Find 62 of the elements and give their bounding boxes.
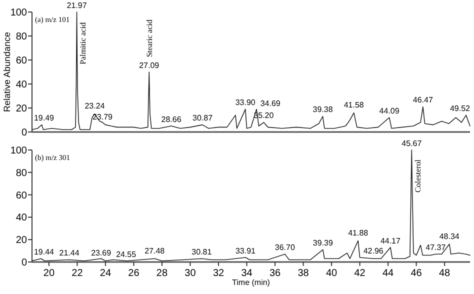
y-axis-title: Relative Abundance bbox=[2, 32, 12, 112]
x-tick-label: 36 bbox=[269, 268, 282, 279]
annotation: Palmitic acid bbox=[78, 22, 88, 64]
annotation: 23.24 bbox=[84, 102, 106, 111]
annotation: 39.38 bbox=[312, 105, 334, 114]
annotation: 49.52 bbox=[450, 104, 471, 113]
y-tick-label: 100 bbox=[10, 146, 28, 156]
x-tick-label: 44 bbox=[382, 268, 394, 279]
annotation: 36.70 bbox=[274, 243, 296, 252]
annotation: 27.48 bbox=[144, 246, 166, 256]
x-tick-label: 48 bbox=[439, 268, 451, 279]
y-tick-label: 0 bbox=[21, 128, 28, 138]
annotation: 48.34 bbox=[439, 232, 460, 241]
y-tick-label: 40 bbox=[16, 80, 28, 90]
x-tick-label: 32 bbox=[212, 268, 224, 279]
annotation: 28.66 bbox=[161, 114, 182, 124]
annotation: 19.49 bbox=[34, 114, 55, 123]
annotation: 47.37 bbox=[426, 243, 446, 252]
y-tick-label: 80 bbox=[16, 32, 28, 42]
annotation: 33.90 bbox=[235, 98, 256, 107]
y-tick-label: 0 bbox=[21, 258, 28, 268]
annotation: 27.09 bbox=[139, 60, 160, 70]
x-tick-label: 30 bbox=[184, 268, 196, 279]
y-tick-label: 60 bbox=[16, 56, 28, 66]
y-tick-label: 100 bbox=[10, 8, 28, 18]
y-tick-label: 40 bbox=[16, 212, 28, 224]
x-tick-label: 20 bbox=[43, 268, 55, 279]
line-series bbox=[32, 12, 470, 130]
annotation: 33.91 bbox=[235, 246, 256, 256]
annotation: 30.81 bbox=[192, 248, 212, 257]
x-tick-label: 38 bbox=[298, 268, 310, 279]
annotation: 19.44 bbox=[34, 248, 55, 257]
x-tick-label: 28 bbox=[156, 268, 168, 279]
x-tick-label: 22 bbox=[72, 268, 84, 279]
x-tick-label: 40 bbox=[326, 268, 338, 279]
annotation: 30.87 bbox=[192, 114, 214, 123]
x-tick-label: 34 bbox=[241, 268, 253, 279]
x-tick-label: 42 bbox=[354, 268, 366, 279]
annotation: Colesterol bbox=[413, 158, 422, 192]
annotation: 21.44 bbox=[59, 248, 80, 258]
line-series bbox=[32, 150, 470, 262]
annotation: 21.97 bbox=[66, 0, 88, 10]
x-tick-label: 46 bbox=[410, 268, 422, 279]
annotation: 44.09 bbox=[379, 106, 400, 116]
annotation: 46.47 bbox=[412, 96, 434, 105]
annotation: 24.55 bbox=[116, 250, 137, 259]
annotation: 41.88 bbox=[348, 228, 369, 238]
y-tick-label: 20 bbox=[16, 235, 28, 246]
annotation: 39.39 bbox=[312, 238, 334, 248]
annotation: 41.58 bbox=[344, 100, 364, 110]
annotation: 45.67 bbox=[402, 138, 422, 148]
y-tick-label: 20 bbox=[16, 104, 28, 114]
y-tick-label: 60 bbox=[16, 190, 28, 202]
annotation: Stearic acid bbox=[144, 20, 154, 58]
annotation: 23.69 bbox=[91, 248, 112, 258]
annotation: 34.69 bbox=[260, 99, 281, 108]
annotation: 42.96 bbox=[363, 246, 384, 256]
x-axis-title: Time (min) bbox=[232, 278, 270, 287]
x-tick-label: 26 bbox=[128, 268, 140, 279]
y-tick-label: 80 bbox=[16, 168, 28, 179]
x-tick-label: 24 bbox=[100, 268, 112, 279]
annotation: 44.17 bbox=[380, 236, 402, 246]
